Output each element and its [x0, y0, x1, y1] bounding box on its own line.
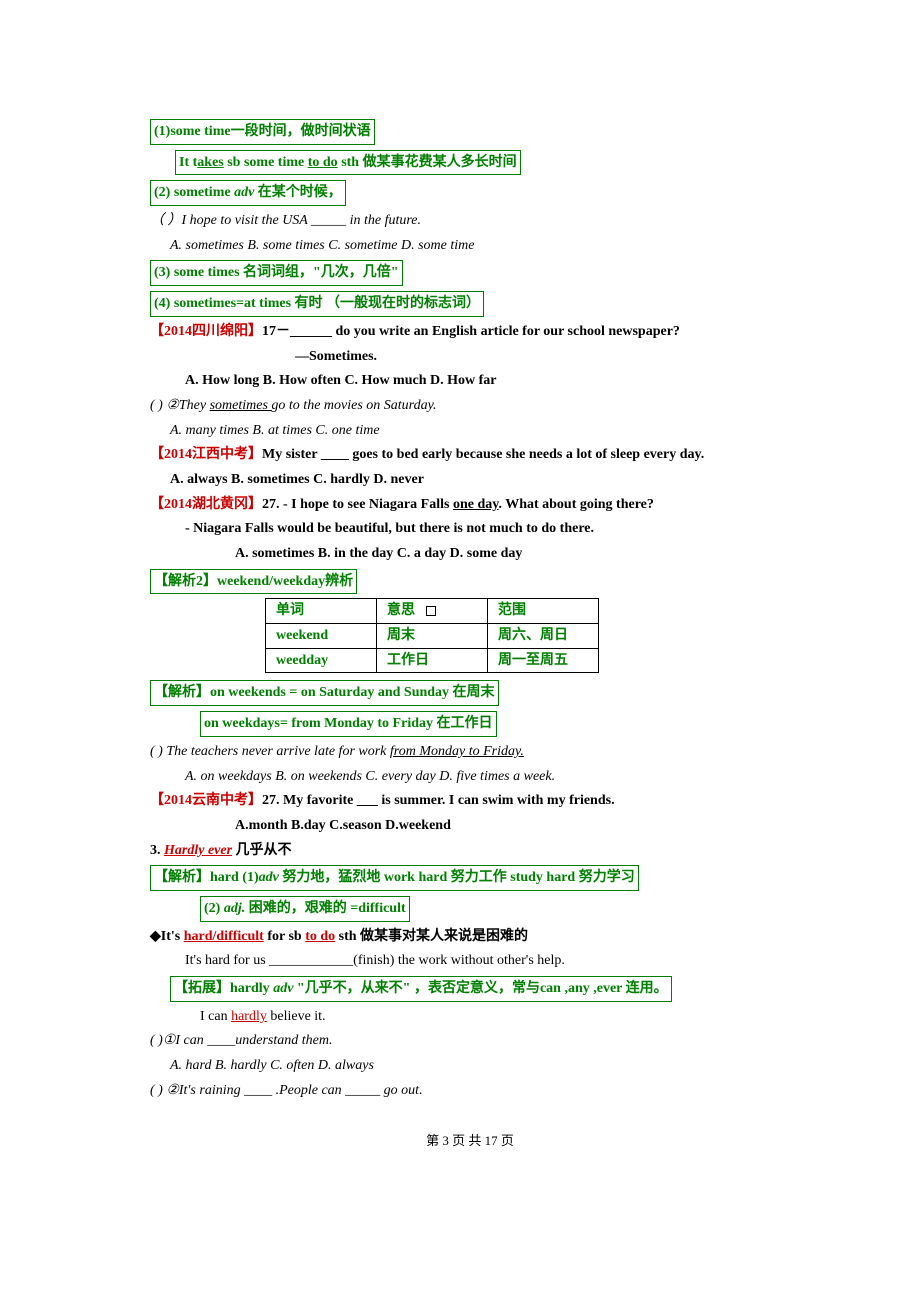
weekend-table: 单词 意思 范围 weekend 周末 周六、周日 weedday 工作日 周一…: [265, 598, 599, 673]
q5d: - Niagara Falls would be beautiful, but …: [150, 518, 790, 540]
box-sometimes-noun: (3) some times 名词词组，"几次，几倍": [150, 260, 403, 286]
q9: ( ) ②It's raining ____ .People can _____…: [150, 1080, 790, 1102]
q7: 【2014云南中考】27. My favorite ___ is summer.…: [150, 790, 790, 812]
box-anl3: 【解析】on weekends = on Saturday and Sunday…: [150, 680, 499, 706]
q5-opts: A. sometimes B. in the day C. a day D. s…: [150, 543, 790, 565]
box-anl4: 【解析】hard (1)adv 努力地，猛烈地 work hard 努力工作 s…: [150, 865, 639, 891]
line-4: (3) some times 名词词组，"几次，几倍": [150, 259, 790, 287]
q8-opts: A. hard B. hardly C. often D. always: [150, 1055, 790, 1077]
q2-opts: A. How long B. How often C. How much D. …: [150, 370, 790, 392]
box-ext: 【拓展】hardly adv "几乎不，从来不" ，表否定意义，常与can ,a…: [170, 976, 672, 1002]
line-2: It takes sb some time to do sth 做某事花费某人多…: [150, 149, 790, 177]
table-row: weedday 工作日 周一至周五: [266, 648, 599, 673]
q3: ( ) ②They sometimes go to the movies on …: [150, 395, 790, 417]
analysis-4: 【解析】hard (1)adv 努力地，猛烈地 work hard 努力工作 s…: [150, 864, 790, 892]
analysis-3: 【解析】on weekends = on Saturday and Sunday…: [150, 679, 790, 707]
line-1: (1)some time一段时间，做时间状语: [150, 118, 790, 146]
q8: ( )①I can ____understand them.: [150, 1030, 790, 1052]
q3-opts: A. many times B. at times C. one time: [150, 420, 790, 442]
square-icon: [426, 606, 436, 616]
table-row: 单词 意思 范围: [266, 599, 599, 624]
q1: （ ）I hope to visit the USA _____ in the …: [150, 210, 790, 232]
tip: ◆It's hard/difficult for sb to do sth 做某…: [150, 926, 790, 948]
q6-opts: A. on weekdays B. on weekends C. every d…: [150, 766, 790, 788]
box-takes: It takes sb some time to do sth 做某事花费某人多…: [175, 150, 521, 176]
ex2: I can hardly believe it.: [150, 1006, 790, 1028]
extension: 【拓展】hardly adv "几乎不，从来不" ，表否定意义，常与can ,a…: [150, 975, 790, 1003]
box-anl3b: on weekdays= from Monday to Friday 在工作日: [200, 711, 497, 737]
box-sometime-1: (1)some time一段时间，做时间状语: [150, 119, 375, 145]
q7-opts: A.month B.day C.season D.weekend: [150, 815, 790, 837]
box-sometime-adv: (2) sometime adv 在某个时候，: [150, 180, 346, 206]
box-sometimes-at-times: (4) sometimes=at times 有时 （一般现在时的标志词）: [150, 291, 484, 317]
q1-opts: A. sometimes B. some times C. sometime D…: [150, 235, 790, 257]
box-anl4b: (2) adj. 困难的，艰难的 =difficult: [200, 896, 410, 922]
analysis-3b: on weekdays= from Monday to Friday 在工作日: [150, 710, 790, 738]
analysis-2: 【解析2】weekend/weekday辨析: [150, 568, 790, 596]
table-row: weekend 周末 周六、周日: [266, 624, 599, 649]
q5: 【2014湖北黄冈】27. - I hope to see Niagara Fa…: [150, 494, 790, 516]
ex1: It's hard for us ____________(finish) th…: [150, 950, 790, 972]
page-content: (1)some time一段时间，做时间状语 It takes sb some …: [0, 0, 920, 1192]
sec3: 3. Hardly ever 几乎从不: [150, 840, 790, 862]
q2b: —Sometimes.: [150, 346, 790, 368]
q6: ( ) The teachers never arrive late for w…: [150, 741, 790, 763]
box-anl2: 【解析2】weekend/weekday辨析: [150, 569, 357, 595]
q4: 【2014江西中考】My sister ____ goes to bed ear…: [150, 444, 790, 466]
line-5: (4) sometimes=at times 有时 （一般现在时的标志词）: [150, 290, 790, 318]
q4-opts: A. always B. sometimes C. hardly D. neve…: [150, 469, 790, 491]
q2: 【2014四川绵阳】17－______ do you write an Engl…: [150, 321, 790, 343]
analysis-4b: (2) adj. 困难的，艰难的 =difficult: [150, 895, 790, 923]
page-footer: 第 3 页 共 17 页: [150, 1131, 790, 1151]
line-3: (2) sometime adv 在某个时候，: [150, 179, 790, 207]
